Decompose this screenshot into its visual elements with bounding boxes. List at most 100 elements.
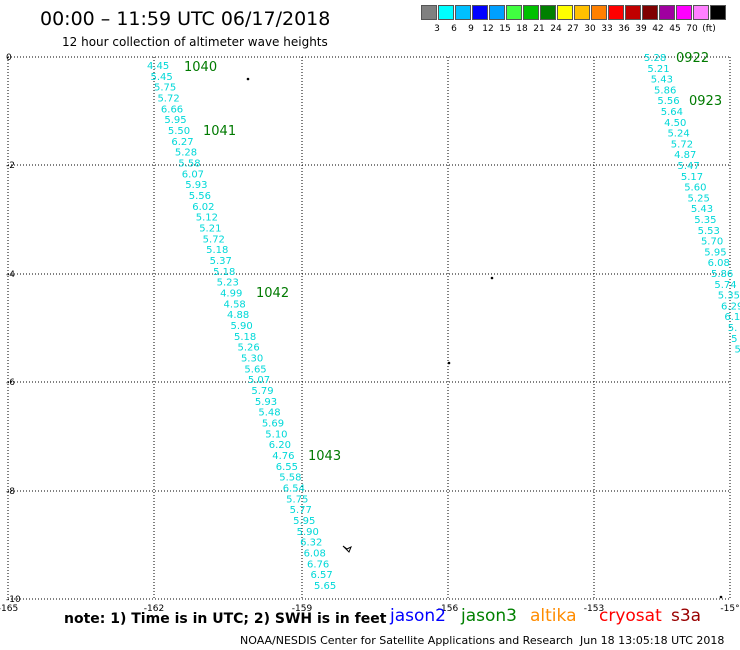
swh-value: 5.77: [290, 505, 312, 516]
swh-value: 5.72: [203, 234, 225, 245]
legend-label: 9: [468, 24, 474, 34]
legend-label: 30: [584, 24, 596, 34]
swh-value: 5.12: [196, 213, 218, 224]
swh-value: 6.76: [307, 559, 329, 570]
swh-value: 4.88: [227, 310, 249, 321]
satellite-s3a: s3a: [671, 606, 702, 626]
legend-swatch: [489, 5, 505, 20]
island-dot: [490, 276, 494, 280]
swh-value: 5.23: [217, 278, 239, 289]
time-label: 1042: [256, 286, 289, 301]
swh-value: 5.72: [157, 94, 179, 105]
swh-value: 5.45: [150, 72, 172, 83]
swh-value: 5.28: [644, 53, 666, 64]
swh-value: 5.74: [714, 280, 736, 291]
swh-value: 5.93: [255, 397, 277, 408]
legend-swatch: [438, 5, 454, 20]
swh-value: 4.87: [674, 150, 696, 161]
swh-value: 5.53: [698, 226, 720, 237]
swh-value: 4.45: [147, 61, 169, 72]
swh-value: 5.18: [206, 245, 228, 256]
swh-value: 5.79: [251, 386, 273, 397]
swh-value: 6.08: [304, 549, 326, 560]
swh-value: 5.10: [265, 429, 287, 440]
legend-label: 18: [516, 24, 528, 34]
swh-value: 5.26: [237, 343, 259, 354]
swh-value: 5.58: [279, 473, 301, 484]
satellite-altika: altika: [530, 606, 577, 626]
island-dot: [719, 595, 723, 599]
swh-value: 5.21: [647, 64, 669, 75]
legend-swatch: [540, 5, 556, 20]
swh-value: 5.95: [704, 247, 726, 258]
island-shape: [342, 545, 352, 553]
x-tick-label: -153: [584, 604, 604, 614]
satellite-jason2: jason2: [390, 606, 446, 626]
x-tick-label: -165: [0, 604, 18, 614]
swh-value: 5.28: [175, 148, 197, 159]
swh-value: 6.07: [182, 169, 204, 180]
legend-label: 24: [550, 24, 562, 34]
swh-value: 5.07: [248, 375, 270, 386]
swh-value: 5.60: [684, 183, 706, 194]
legend-label: 70: [686, 24, 698, 34]
time-label: 1041: [203, 124, 236, 139]
timestamp-text: Jun 18 13:05:18 UTC 2018: [580, 634, 725, 647]
swh-value: 5.43: [691, 204, 713, 215]
legend-label: 12: [482, 24, 494, 34]
legend-label: 45: [669, 24, 681, 34]
swh-value: 5.17: [681, 172, 703, 183]
y-tick-label: -4: [6, 270, 15, 280]
time-label: 0923: [689, 94, 722, 109]
swh-value: 5.86: [711, 269, 733, 280]
legend-swatch: [472, 5, 488, 20]
swh-value: 4.58: [224, 299, 246, 310]
legend-swatch: [659, 5, 675, 20]
swh-value: 5.90: [297, 527, 319, 538]
swh-value: 5.90: [231, 321, 253, 332]
swh-value: 5.37: [210, 256, 232, 267]
legend-swatch: [455, 5, 471, 20]
legend-label: 3: [434, 24, 440, 34]
legend-swatch: [506, 5, 522, 20]
legend-swatch: [591, 5, 607, 20]
swh-value: 5.65: [314, 581, 336, 592]
swh-value: 5.65: [244, 364, 266, 375]
legend-label: 27: [567, 24, 579, 34]
legend-swatch: [608, 5, 624, 20]
legend-label: (ft): [702, 24, 716, 34]
swh-value: 5.: [728, 323, 738, 334]
legend-label: 36: [618, 24, 630, 34]
swh-value: 5.56: [189, 191, 211, 202]
y-tick-label: -2: [6, 161, 15, 171]
swh-value: 6.27: [171, 137, 193, 148]
x-tick-label: -159: [292, 604, 313, 614]
swh-value: 6.55: [276, 462, 298, 473]
map-title: 00:00 – 11:59 UTC 06/17/2018: [40, 8, 331, 30]
y-tick-label: 0: [6, 53, 12, 63]
swh-value: 6.20: [269, 440, 291, 451]
legend-swatch: [557, 5, 573, 20]
swh-value: 5.75: [154, 83, 176, 94]
y-tick-label: -10: [6, 595, 21, 605]
note-text: note: 1) Time is in UTC; 2) SWH is in fe…: [64, 611, 387, 627]
swh-value: 5.43: [651, 75, 673, 86]
swh-value: 5.35: [694, 215, 716, 226]
swh-value: 5.72: [671, 139, 693, 150]
time-label: 1040: [184, 60, 217, 75]
swh-value: 5.56: [657, 96, 679, 107]
swh-value: 5: [734, 345, 740, 356]
swh-value: 5.75: [286, 494, 308, 505]
swh-value: 5.24: [667, 129, 689, 140]
island-dot: [246, 77, 250, 81]
legend-swatch: [574, 5, 590, 20]
x-tick-label: -156: [438, 604, 459, 614]
swh-value: 5.70: [701, 237, 723, 248]
legend-swatch: [642, 5, 658, 20]
credit-text: NOAA/NESDIS Center for Satellite Applica…: [240, 634, 574, 647]
swh-value: 5.35: [718, 291, 740, 302]
legend-label: 33: [601, 24, 613, 34]
time-label: 1043: [308, 449, 341, 464]
legend-swatch: [421, 5, 437, 20]
